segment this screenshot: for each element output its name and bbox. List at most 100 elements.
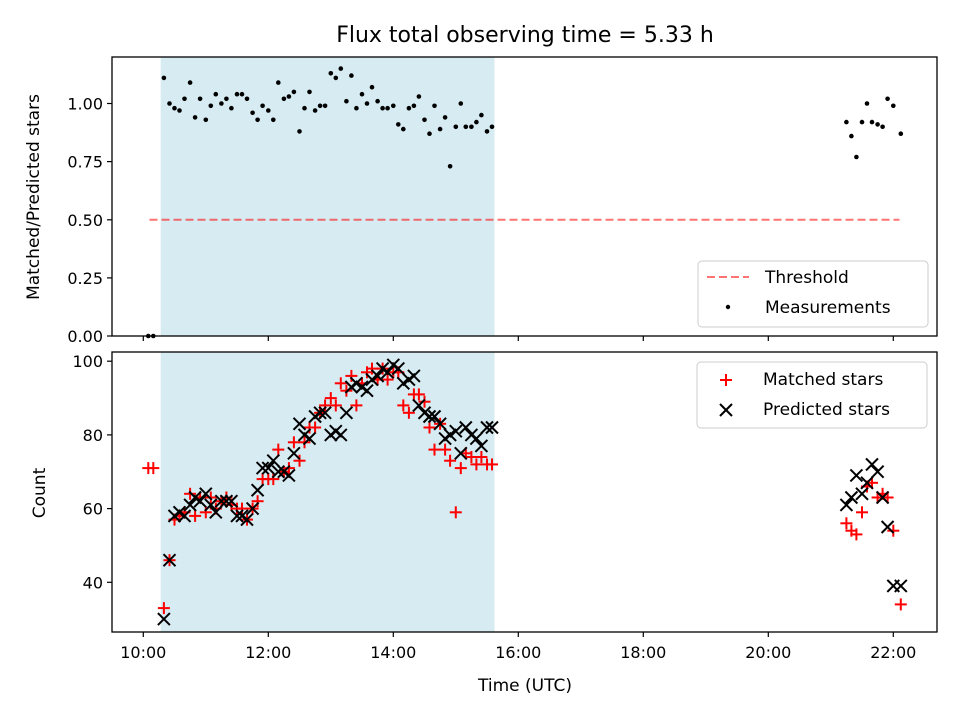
matched-stars-point: [454, 462, 467, 475]
measurement-point: [469, 124, 474, 130]
matched-legend-swatch: [720, 374, 732, 386]
ratio-y-ticks: 0.00 0.25 0.50 0.75 1.00: [67, 95, 112, 346]
measurements-legend-label: Measurements: [765, 298, 891, 318]
predicted-stars-point: [292, 417, 307, 431]
matched-stars-point: [439, 443, 452, 456]
measurement-point: [328, 71, 334, 76]
predicted-stars-point: [474, 439, 489, 453]
measurement-point: [453, 124, 459, 130]
predicted-stars-point: [230, 509, 244, 523]
ratio-panel: 0.00 0.25 0.50 0.75 1.00 Matched/Predicted s…: [24, 56, 938, 346]
chart-title: Flux total observing time = 5.33 h: [336, 23, 714, 48]
predicted-stars-point: [287, 446, 301, 461]
predicted-stars-point: [422, 409, 437, 424]
y-tick-label: 100: [72, 352, 103, 371]
matched-stars-point: [251, 495, 264, 508]
predicted-stars-point: [209, 505, 223, 520]
measurement-point: [333, 75, 339, 81]
y-tick-label: 0.75: [67, 153, 103, 172]
predicted-stars-point: [261, 461, 276, 475]
matched-stars-point: [334, 377, 347, 390]
measurement-point: [255, 117, 260, 123]
measurement-point: [416, 94, 422, 99]
measurement-point: [177, 108, 182, 113]
predicted-stars-point: [407, 369, 421, 383]
x-axis-label: Time (UTC): [477, 676, 572, 696]
y-tick-label: 0.00: [67, 327, 103, 346]
predicted-stars-point: [183, 498, 197, 512]
count-y-axis-label: Count: [30, 467, 50, 518]
x-tick-label: 16:00: [495, 643, 541, 662]
predicted-stars-point: [162, 553, 177, 567]
matched-stars-point: [470, 458, 483, 471]
predicted-stars-point: [370, 369, 385, 383]
matched-stars-point: [428, 443, 441, 456]
measurement-point: [484, 129, 490, 134]
measurement-point: [880, 124, 885, 130]
predicted-stars-point: [433, 417, 447, 431]
measurement-point: [260, 103, 265, 109]
predicted-stars-point: [339, 406, 354, 420]
predicted-stars-point: [219, 494, 234, 508]
measurement-point: [898, 131, 904, 136]
matched-stars-point: [199, 506, 212, 519]
matched-stars-point: [350, 399, 363, 412]
ratio-axes-frame: [111, 56, 938, 337]
predicted-stars-point: [454, 446, 468, 461]
measurement-point: [442, 115, 448, 120]
predicted-stars-point: [469, 431, 484, 446]
matched-stars-point: [366, 362, 378, 375]
matched-stars-point: [309, 421, 322, 434]
matched-stars-point: [329, 399, 342, 412]
predicted-stars-point: [199, 487, 213, 501]
measurement-point: [427, 131, 432, 136]
measurement-point: [286, 94, 292, 99]
predicted-stars-point: [865, 457, 879, 472]
predicted-legend-swatch: [719, 403, 733, 417]
predicted-stars-point: [245, 501, 260, 516]
x-tick-label: 10:00: [120, 643, 166, 662]
shaded-span: [160, 57, 495, 336]
measurement-point: [385, 105, 390, 111]
measurement-point: [349, 73, 354, 78]
predicted-stars-point: [271, 464, 286, 479]
y-tick-label: 40: [83, 573, 103, 592]
measurement-point: [844, 119, 849, 125]
measurement-point: [411, 103, 417, 109]
matched-stars-point: [324, 392, 337, 405]
measurement-point: [172, 105, 177, 111]
matched-stars-point: [423, 421, 436, 434]
x-tick-label: 18:00: [620, 643, 666, 662]
matched-stars-point: [418, 395, 431, 408]
count-panel: 40 60 80 100 10:00 12:00 14:00 16:00 18:00 20:00…: [30, 351, 938, 696]
predicted-stars-point: [255, 461, 270, 475]
measurement-point: [239, 91, 245, 97]
measurement-point: [297, 129, 302, 134]
measurement-point: [447, 164, 453, 169]
measurement-point: [479, 112, 484, 118]
ratio-x-ticks: [142, 336, 894, 341]
measurement-point: [312, 108, 318, 113]
matched-stars-point: [293, 454, 306, 467]
predicted-stars-point: [880, 520, 895, 534]
predicted-stars-point: [224, 494, 239, 508]
ratio-y-axis-label: Matched/Predicted stars: [24, 94, 44, 300]
measurement-point: [322, 103, 328, 109]
measurement-point: [213, 91, 219, 97]
matched-legend-label: Matched stars: [763, 370, 883, 390]
measurement-point: [291, 89, 297, 95]
count-x-ticks: 10:00 12:00 14:00 16:00 18:00 20:00 22:00: [120, 632, 916, 662]
count-axes-frame: [111, 351, 938, 633]
count-series: [142, 358, 908, 626]
threshold-legend-label: Threshold: [764, 268, 849, 288]
matched-stars-point: [147, 462, 160, 475]
predicted-stars-point: [380, 365, 395, 380]
measurement-point: [317, 103, 323, 109]
predicted-stars-point: [849, 468, 864, 483]
measurement-point: [869, 119, 875, 125]
measurement-point: [208, 103, 214, 109]
matched-stars-point: [894, 598, 907, 611]
measurement-point: [364, 101, 370, 106]
count-y-ticks: 40 60 80 100: [72, 352, 112, 592]
